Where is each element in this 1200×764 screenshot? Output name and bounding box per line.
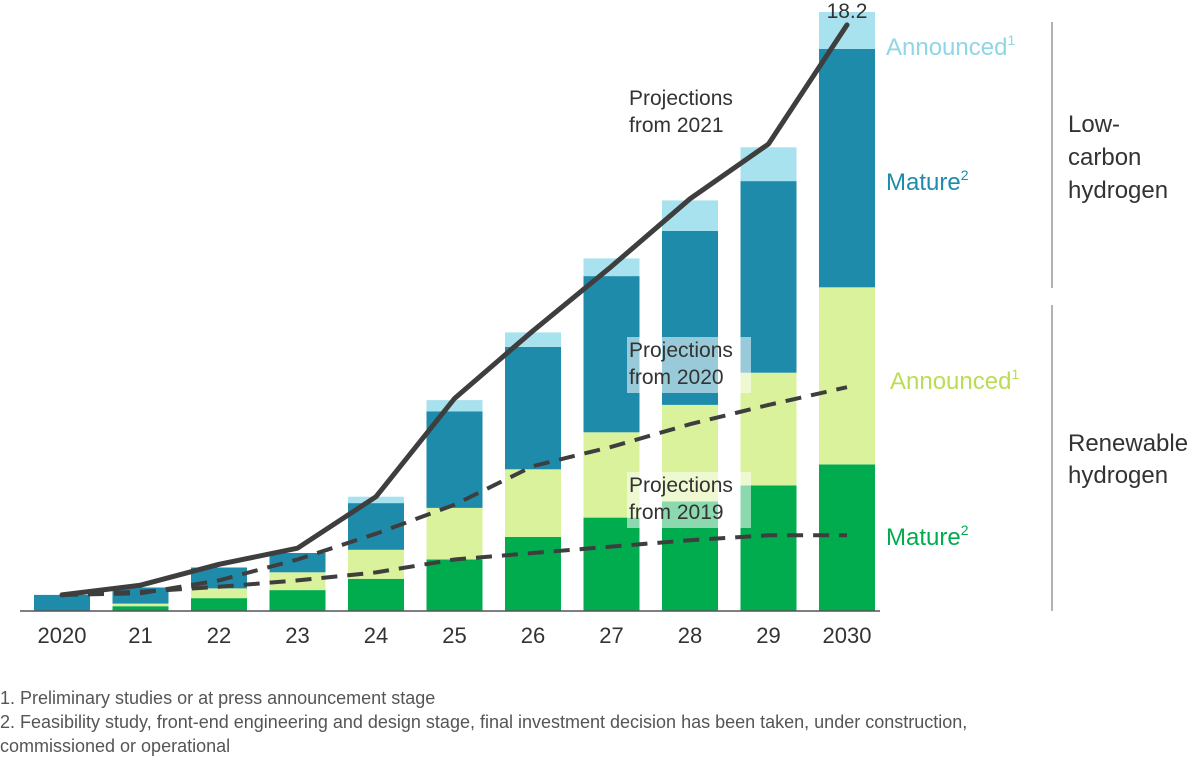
group-label-low-carbon: Low- carbon hydrogen	[1068, 111, 1168, 204]
x-tick-22: 22	[207, 623, 231, 648]
x-tick-21: 21	[128, 623, 152, 648]
bar-renewable-hydrogen-mature-24	[348, 578, 404, 611]
x-tick-29: 29	[756, 623, 780, 648]
bar-low-carbon-hydrogen-announced-2030	[819, 12, 875, 49]
bar-low-carbon-hydrogen-announced-29	[740, 147, 797, 182]
x-tick-23: 23	[285, 623, 309, 648]
bar-renewable-hydrogen-announced-25	[426, 507, 483, 560]
bar-renewable-hydrogen-mature-21	[112, 606, 169, 611]
projection-label-line2: from 2019	[629, 501, 724, 524]
projection-line-from-2019	[61, 533, 847, 597]
projection-label-backdrop	[627, 472, 751, 528]
projection-lines-layer	[59, 22, 850, 598]
projection-label-line1: Projections	[629, 474, 733, 497]
bar-renewable-hydrogen-announced-22	[191, 588, 247, 599]
bar-low-carbon-hydrogen-mature-2020	[34, 594, 90, 611]
footnote-1: 1. Preliminary studies or at press annou…	[0, 688, 436, 708]
x-tick-28: 28	[678, 623, 702, 648]
x-tick-26: 26	[521, 623, 545, 648]
projection-label-line1: Projections	[629, 87, 733, 110]
footnote-2-line-2: commissioned or operational	[0, 736, 231, 756]
projection-label-from-2019: Projections from 2019	[627, 472, 751, 528]
projection-label-line1: Projections	[629, 339, 733, 362]
bar-renewable-hydrogen-mature-27	[583, 517, 640, 611]
bar-renewable-hydrogen-announced-21	[112, 603, 169, 607]
projection-label-from-2021: Projections from 2021	[629, 87, 733, 137]
x-tick-2030: 2030	[823, 623, 872, 648]
x-tick-labels: 2020 21 22 23 24 25 26 27 28 29 2030	[38, 623, 872, 648]
projection-line-from-2021	[59, 22, 850, 598]
x-tick-2020: 2020	[38, 623, 87, 648]
stacked-bar-chart: 2020 21 22 23 24 25 26 27 28 29 2030 Projections fr…	[20, 0, 1195, 648]
group-label-renewable: Renewable hydrogen	[1068, 430, 1195, 489]
projection-label-line2: from 2021	[629, 114, 724, 137]
bar-renewable-hydrogen-announced-26	[505, 469, 561, 537]
bar-low-carbon-hydrogen-mature-2030	[819, 49, 875, 288]
bar-renewable-hydrogen-mature-2030	[819, 464, 875, 611]
peak-value-label: 18.2	[827, 0, 868, 23]
bar-renewable-hydrogen-mature-26	[505, 536, 561, 611]
legend-renewable-mature: Mature2	[886, 522, 969, 551]
legend-renewable-announced: Announced1	[890, 366, 1019, 395]
projection-label-backdrop	[627, 337, 751, 393]
legend-low-carbon-mature: Mature2	[886, 167, 969, 196]
footnote-2-line-1: 2. Feasibility study, front-end engineer…	[0, 712, 968, 732]
x-tick-27: 27	[599, 623, 623, 648]
bar-renewable-hydrogen-announced-2030	[819, 287, 875, 465]
projection-label-line2: from 2020	[629, 366, 724, 389]
bar-low-carbon-hydrogen-announced-24	[348, 496, 404, 504]
bar-renewable-hydrogen-mature-23	[269, 590, 326, 611]
x-tick-25: 25	[442, 623, 466, 648]
bar-low-carbon-hydrogen-mature-25	[426, 411, 483, 508]
bar-renewable-hydrogen-mature-25	[426, 559, 483, 611]
legend-low-carbon-announced: Announced1	[886, 32, 1015, 61]
bar-renewable-hydrogen-mature-22	[191, 598, 247, 611]
projection-label-from-2020: Projections from 2020	[627, 337, 751, 393]
bar-low-carbon-hydrogen-announced-25	[426, 400, 483, 412]
projection-line-from-2020	[61, 385, 848, 597]
bar-low-carbon-hydrogen-mature-26	[505, 346, 561, 470]
footnotes: 1. Preliminary studies or at press annou…	[0, 686, 1200, 758]
projection-labels-layer: Projections from 2021 Projections from 2020…	[627, 87, 751, 528]
x-tick-24: 24	[364, 623, 388, 648]
bar-low-carbon-hydrogen-mature-23	[269, 553, 326, 573]
